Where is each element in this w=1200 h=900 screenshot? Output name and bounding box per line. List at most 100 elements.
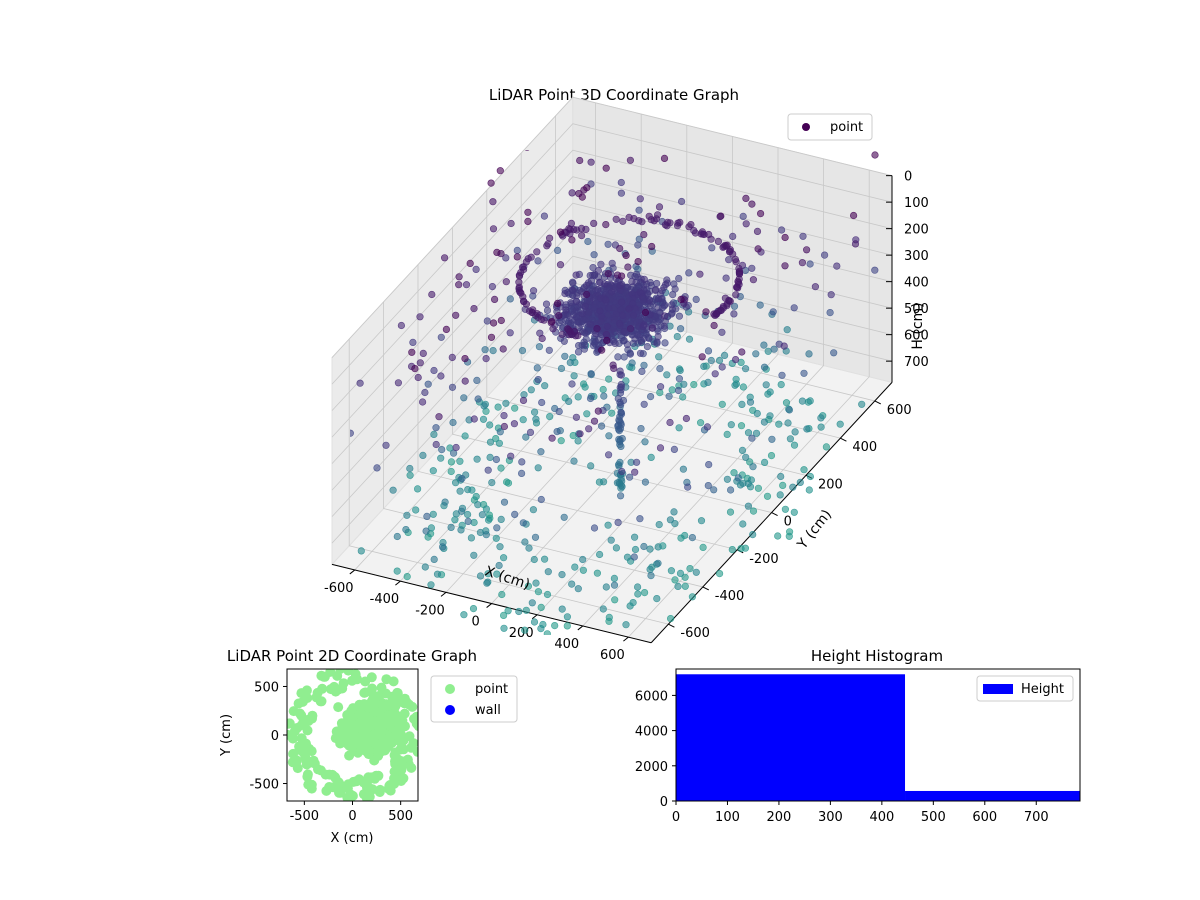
data-point-3d [500, 611, 508, 620]
data-point-2d [300, 752, 311, 763]
data-point-2d [347, 790, 358, 801]
data-point-3d [500, 624, 508, 632]
data-point-3d [466, 259, 474, 268]
data-point-3d [587, 158, 595, 166]
data-point-3d [790, 304, 798, 312]
data-point-3d [619, 217, 627, 225]
data-point-3d [790, 508, 798, 516]
data-point-3d [488, 283, 497, 291]
data-point-2d [391, 765, 402, 776]
data-point-3d [525, 544, 533, 552]
data-point-3d [636, 349, 645, 357]
data-point-2d [335, 669, 346, 674]
data-point-3d [730, 302, 739, 310]
data-point-3d [707, 356, 715, 365]
data-point-3d [496, 428, 504, 436]
data-point-2d [352, 674, 363, 685]
data-point-3d [581, 316, 589, 324]
points-3d [350, 150, 879, 635]
data-point-3d [534, 376, 542, 384]
data-point-3d [656, 383, 665, 391]
data-point-2d [408, 738, 418, 749]
data-point-3d [422, 527, 430, 535]
data-point-3d [524, 150, 530, 151]
data-point-3d [543, 630, 551, 635]
data-point-3d [350, 429, 354, 437]
data-point-3d [656, 444, 665, 452]
chart-title-histogram: Height Histogram [811, 647, 943, 665]
y-tick-label-3d: 600 [887, 403, 912, 418]
data-point-2d [287, 718, 295, 729]
data-point-2d [306, 746, 317, 757]
x-tick-label-histogram: 600 [972, 810, 997, 825]
legend-marker-point-2d [445, 684, 455, 694]
data-point-3d [730, 310, 738, 318]
data-point-3d [744, 479, 752, 488]
data-point-3d [549, 325, 557, 333]
data-point-3d [704, 482, 712, 490]
data-point-2d [315, 765, 326, 776]
data-point-3d [507, 452, 515, 460]
data-point-2d [293, 698, 304, 709]
data-point-3d [432, 424, 440, 432]
data-point-3d [614, 353, 622, 361]
data-point-3d [521, 538, 529, 546]
data-point-3d [553, 299, 562, 308]
legend-label-point-2d: point [475, 682, 508, 697]
data-point-3d [640, 275, 648, 283]
data-point-3d [714, 237, 723, 245]
data-point-3d [729, 232, 737, 240]
data-point-3d [739, 520, 747, 528]
data-point-3d [565, 397, 573, 406]
data-point-2d [361, 723, 372, 734]
data-point-2d [330, 686, 341, 697]
y-tick-label-3d: 400 [852, 440, 877, 455]
data-point-3d [421, 563, 429, 571]
data-point-3d [572, 413, 581, 421]
data-point-3d [433, 570, 442, 578]
data-point-3d [613, 479, 622, 487]
data-point-3d [560, 337, 568, 345]
data-point-3d [696, 270, 704, 278]
data-point-3d [563, 622, 571, 630]
data-point-3d [653, 594, 661, 603]
data-point-2d [376, 726, 387, 736]
data-point-3d [625, 305, 633, 313]
data-point-3d [604, 521, 612, 529]
chart-title-2d: LiDAR Point 2D Coordinate Graph [227, 647, 477, 665]
data-point-3d [470, 551, 478, 559]
data-point-3d [619, 311, 627, 320]
data-point-3d [742, 220, 750, 228]
data-point-3d [717, 212, 725, 220]
data-point-3d [640, 588, 649, 597]
grid-line-x [491, 136, 733, 604]
data-point-3d [441, 254, 449, 262]
data-point-3d [518, 347, 527, 355]
data-point-3d [704, 347, 713, 355]
data-point-3d [492, 455, 501, 464]
data-point-3d [608, 409, 616, 417]
z-tick-label-3d: 500 [904, 302, 929, 317]
data-point-3d [805, 350, 813, 358]
data-point-2d [288, 706, 299, 717]
data-point-3d [615, 416, 623, 424]
data-point-3d [605, 613, 613, 622]
data-point-3d [769, 308, 777, 316]
data-point-3d [437, 454, 445, 462]
legend-marker-wall-2d [445, 705, 455, 715]
data-point-3d [858, 400, 866, 408]
data-point-3d [476, 572, 485, 580]
data-point-3d [581, 302, 589, 311]
data-point-3d [602, 583, 610, 591]
data-point-3d [558, 330, 566, 339]
data-point-3d [576, 430, 584, 438]
data-point-3d [645, 212, 653, 220]
data-point-3d [614, 395, 622, 403]
data-point-2d [398, 773, 409, 784]
data-point-3d [572, 271, 580, 279]
data-point-3d [798, 397, 807, 405]
data-point-2d [400, 721, 410, 732]
data-point-3d [800, 466, 808, 474]
data-point-3d [429, 510, 437, 518]
data-point-3d [766, 412, 774, 420]
